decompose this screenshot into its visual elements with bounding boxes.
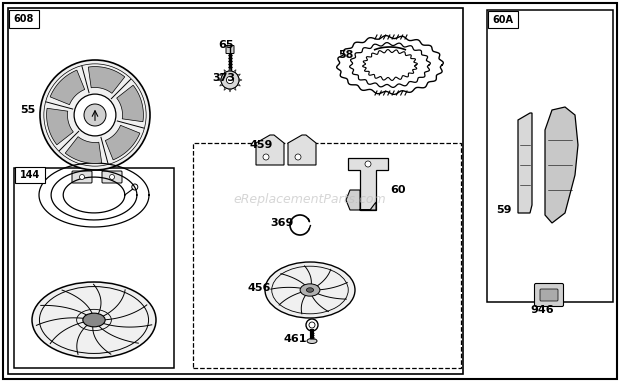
Ellipse shape: [265, 262, 355, 318]
Text: 373: 373: [212, 73, 235, 83]
Ellipse shape: [83, 313, 105, 327]
Polygon shape: [233, 70, 236, 73]
Text: 55: 55: [20, 105, 35, 115]
Polygon shape: [219, 83, 223, 86]
Circle shape: [221, 71, 239, 89]
FancyBboxPatch shape: [15, 167, 45, 183]
Circle shape: [79, 175, 84, 180]
Polygon shape: [50, 70, 85, 105]
Circle shape: [74, 94, 116, 136]
Bar: [8, 8, 463, 374]
Polygon shape: [239, 79, 242, 81]
Ellipse shape: [300, 284, 320, 296]
Text: 456: 456: [248, 283, 272, 293]
Ellipse shape: [307, 338, 317, 343]
Polygon shape: [229, 68, 231, 71]
FancyBboxPatch shape: [540, 289, 558, 301]
FancyBboxPatch shape: [9, 10, 39, 28]
Text: 60A: 60A: [492, 15, 513, 25]
Polygon shape: [545, 107, 578, 223]
Polygon shape: [219, 74, 223, 77]
Polygon shape: [218, 79, 221, 81]
Text: 60: 60: [390, 185, 405, 195]
Text: eReplacementParts.com: eReplacementParts.com: [234, 194, 386, 207]
Text: 65: 65: [218, 40, 234, 50]
Polygon shape: [117, 85, 143, 122]
Polygon shape: [237, 83, 241, 86]
Circle shape: [84, 104, 106, 126]
Polygon shape: [105, 125, 140, 160]
Ellipse shape: [32, 282, 156, 358]
Text: 461: 461: [284, 334, 308, 344]
Text: 58: 58: [338, 50, 353, 60]
FancyBboxPatch shape: [226, 45, 234, 53]
Bar: [193, 143, 461, 368]
Polygon shape: [46, 108, 73, 145]
Bar: [14, 168, 174, 368]
Polygon shape: [229, 89, 231, 92]
Text: 369: 369: [270, 218, 293, 228]
Text: 59: 59: [496, 205, 511, 215]
Polygon shape: [65, 137, 102, 163]
FancyBboxPatch shape: [72, 171, 92, 183]
Polygon shape: [346, 190, 376, 210]
Circle shape: [295, 154, 301, 160]
Polygon shape: [256, 135, 284, 165]
Polygon shape: [233, 87, 236, 91]
Polygon shape: [224, 87, 227, 91]
Polygon shape: [288, 135, 316, 165]
Text: 946: 946: [530, 305, 554, 315]
Text: 459: 459: [250, 140, 273, 150]
Polygon shape: [237, 74, 241, 77]
FancyBboxPatch shape: [488, 11, 518, 28]
Circle shape: [226, 76, 234, 84]
Ellipse shape: [306, 288, 314, 292]
Polygon shape: [348, 158, 388, 210]
Circle shape: [40, 60, 150, 170]
FancyBboxPatch shape: [534, 283, 564, 306]
Text: 144: 144: [20, 170, 40, 180]
Circle shape: [365, 161, 371, 167]
Circle shape: [263, 154, 269, 160]
Polygon shape: [518, 113, 532, 213]
Bar: [487, 10, 613, 302]
Polygon shape: [224, 70, 227, 73]
Circle shape: [110, 175, 115, 180]
Text: 608: 608: [14, 14, 34, 24]
FancyBboxPatch shape: [102, 171, 122, 183]
Polygon shape: [88, 66, 125, 93]
